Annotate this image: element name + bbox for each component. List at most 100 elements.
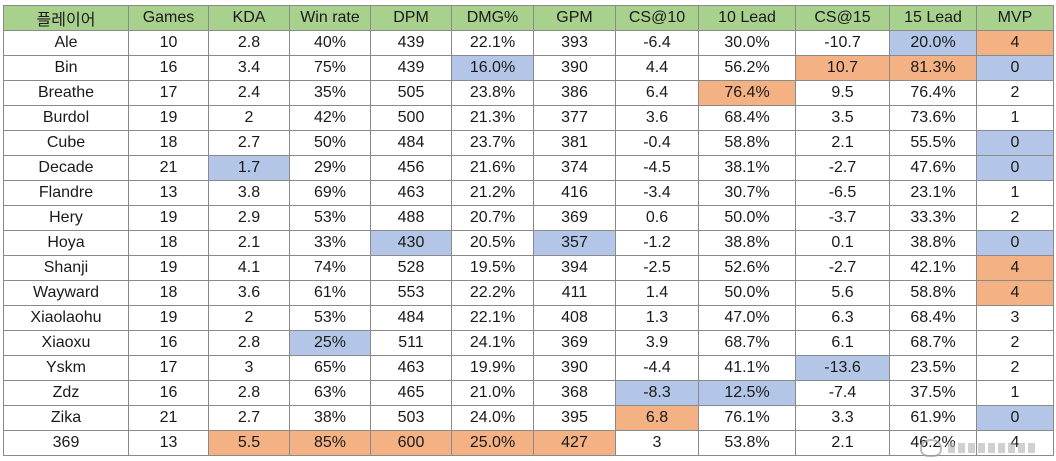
cell-gpm: 368 [533, 380, 616, 406]
cell-mvp: 4 [976, 280, 1054, 306]
cell-cs-at-10: 6.8 [615, 405, 699, 431]
table-row: Shanji 19 4.1 74% 528 19.5% 394 -2.5 52.6% -2.7 42… [3, 255, 1054, 281]
cell-dmg-pct: 16.0% [451, 55, 534, 81]
cell-mvp: 2 [976, 205, 1054, 231]
cell-cs-at-15: 6.3 [795, 305, 890, 331]
cell-games: 17 [128, 355, 209, 381]
cell-cs-at-15: 10.7 [795, 55, 890, 81]
cell-cs-at-10: -1.2 [615, 230, 699, 256]
cell-player: Ale [3, 30, 129, 56]
cell-win-rate: 25% [289, 330, 371, 356]
cell-cs-at-10: -4.5 [615, 155, 699, 181]
cell-10-lead: 52.6% [698, 255, 796, 281]
cell-mvp: 4 [976, 255, 1054, 281]
cell-gpm: 390 [533, 55, 616, 81]
header-kda: KDA [208, 5, 290, 31]
cell-cs-at-15: 2.1 [795, 130, 890, 156]
cell-dpm: 465 [370, 380, 452, 406]
cell-games: 19 [128, 105, 209, 131]
cell-dpm: 463 [370, 355, 452, 381]
cell-kda: 2.9 [208, 205, 290, 231]
cell-games: 19 [128, 255, 209, 281]
cell-15-lead: 68.4% [889, 305, 977, 331]
cell-dpm: 553 [370, 280, 452, 306]
cell-cs-at-15: 0.1 [795, 230, 890, 256]
cell-kda: 3.6 [208, 280, 290, 306]
cell-15-lead: 61.9% [889, 405, 977, 431]
cell-dpm: 500 [370, 105, 452, 131]
cell-kda: 2.7 [208, 130, 290, 156]
cell-dmg-pct: 22.1% [451, 305, 534, 331]
cell-games: 16 [128, 380, 209, 406]
cell-dpm: 505 [370, 80, 452, 106]
cell-cs-at-10: 1.4 [615, 280, 699, 306]
cell-cs-at-10: 0.6 [615, 205, 699, 231]
cell-mvp: 0 [976, 230, 1054, 256]
table-row: Yskm 17 3 65% 463 19.9% 390 -4.4 41.1% -13.6 23.5%… [3, 355, 1054, 381]
cell-gpm: 369 [533, 330, 616, 356]
cell-cs-at-10: 4.4 [615, 55, 699, 81]
cell-mvp: 3 [976, 305, 1054, 331]
cell-dmg-pct: 21.6% [451, 155, 534, 181]
table-row: Breathe 17 2.4 35% 505 23.8% 386 6.4 76.4% 9.5 76.… [3, 80, 1054, 106]
cell-cs-at-15: -10.7 [795, 30, 890, 56]
table-row: Xiaoxu 16 2.8 25% 511 24.1% 369 3.9 68.7% 6.1 68.7… [3, 330, 1054, 356]
cell-mvp: 0 [976, 55, 1054, 81]
cell-kda: 3.8 [208, 180, 290, 206]
cell-games: 13 [128, 430, 209, 456]
table-row: Flandre 13 3.8 69% 463 21.2% 416 -3.4 30.7% -6.5 2… [3, 180, 1054, 206]
cell-gpm: 377 [533, 105, 616, 131]
cell-win-rate: 38% [289, 405, 371, 431]
cell-gpm: 416 [533, 180, 616, 206]
cell-games: 18 [128, 130, 209, 156]
cell-10-lead: 68.4% [698, 105, 796, 131]
cell-cs-at-10: -8.3 [615, 380, 699, 406]
cell-win-rate: 35% [289, 80, 371, 106]
table-body: Ale 10 2.8 40% 439 22.1% 393 -6.4 30.0% -10.7 20.0… [3, 30, 1054, 456]
cell-player: Breathe [3, 80, 129, 106]
cell-player: Yskm [3, 355, 129, 381]
header-win-rate: Win rate [289, 5, 371, 31]
cell-win-rate: 29% [289, 155, 371, 181]
cell-kda: 3.4 [208, 55, 290, 81]
cell-15-lead: 38.8% [889, 230, 977, 256]
cell-cs-at-10: -4.4 [615, 355, 699, 381]
cell-cs-at-10: 3 [615, 430, 699, 456]
header-row: 플레이어 Games KDA Win rate DPM DMG% GPM CS@10 10 Le… [3, 5, 1054, 31]
cell-cs-at-15: 3.3 [795, 405, 890, 431]
cell-gpm: 369 [533, 205, 616, 231]
cell-dmg-pct: 25.0% [451, 430, 534, 456]
cell-cs-at-15: 2.1 [795, 430, 890, 456]
cell-15-lead: 68.7% [889, 330, 977, 356]
cell-win-rate: 40% [289, 30, 371, 56]
cell-10-lead: 47.0% [698, 305, 796, 331]
cell-gpm: 427 [533, 430, 616, 456]
cell-kda: 2.1 [208, 230, 290, 256]
cell-games: 19 [128, 205, 209, 231]
cell-win-rate: 69% [289, 180, 371, 206]
cell-mvp: 1 [976, 105, 1054, 131]
table-row: Hoya 18 2.1 33% 430 20.5% 357 -1.2 38.8% 0.1 38.8%… [3, 230, 1054, 256]
cell-dpm: 503 [370, 405, 452, 431]
cell-10-lead: 56.2% [698, 55, 796, 81]
cell-dpm: 463 [370, 180, 452, 206]
cell-kda: 2.8 [208, 330, 290, 356]
cell-dmg-pct: 24.0% [451, 405, 534, 431]
cell-15-lead: 23.5% [889, 355, 977, 381]
cell-15-lead: 33.3% [889, 205, 977, 231]
cell-dpm: 456 [370, 155, 452, 181]
cell-cs-at-10: -6.4 [615, 30, 699, 56]
cell-cs-at-15: -6.5 [795, 180, 890, 206]
cell-15-lead: 46.2% [889, 430, 977, 456]
cell-15-lead: 73.6% [889, 105, 977, 131]
cell-dmg-pct: 19.9% [451, 355, 534, 381]
cell-player: Hery [3, 205, 129, 231]
cell-dmg-pct: 19.5% [451, 255, 534, 281]
cell-cs-at-15: -2.7 [795, 155, 890, 181]
header-games: Games [128, 5, 209, 31]
cell-gpm: 386 [533, 80, 616, 106]
cell-10-lead: 68.7% [698, 330, 796, 356]
cell-player: Hoya [3, 230, 129, 256]
cell-10-lead: 12.5% [698, 380, 796, 406]
cell-kda: 3 [208, 355, 290, 381]
